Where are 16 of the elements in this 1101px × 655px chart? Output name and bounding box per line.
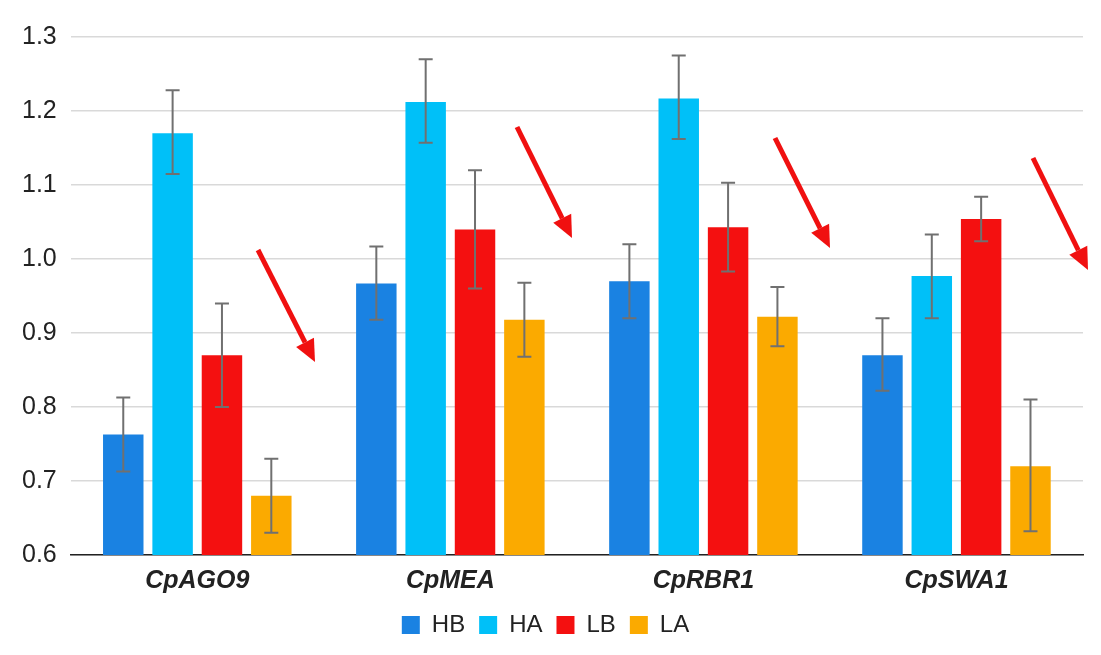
x-tick-label: CpRBR1 [652,564,755,593]
y-tick-label: 0.9 [21,316,57,345]
x-tick-label: CpAGO9 [145,564,250,593]
x-tick-label: CpMEA [405,564,495,593]
legend-label: HB [431,609,466,637]
y-tick-label: 0.6 [21,538,57,567]
y-tick-label: 1.3 [21,20,57,49]
y-tick-label: 1.2 [21,94,57,123]
legend-label: LA [659,609,690,637]
x-tick-label: CpSWA1 [904,564,1009,593]
legend-label: LB [586,609,616,637]
y-tick-label: 0.8 [21,390,57,419]
y-tick-label: 1.0 [21,242,57,271]
legend-label: HA [509,609,543,637]
y-tick-label: 1.1 [21,168,57,197]
y-tick-label: 0.7 [21,464,57,493]
